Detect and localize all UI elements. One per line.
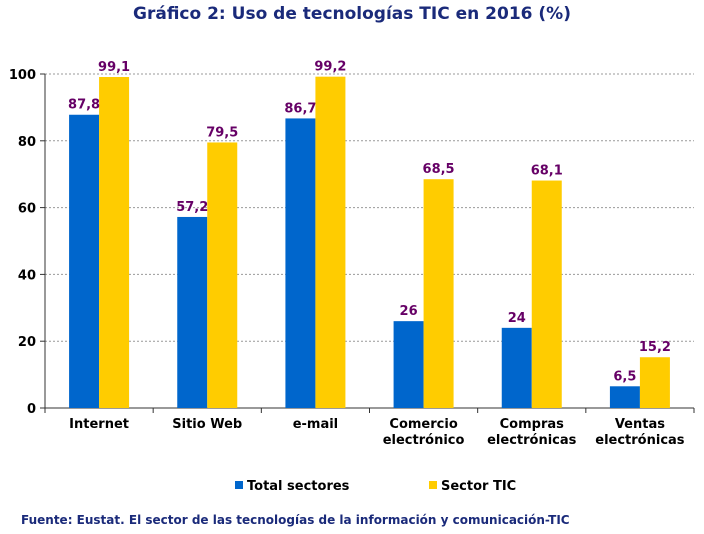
bar: [69, 114, 100, 409]
bar: [501, 327, 532, 408]
bar: [393, 321, 424, 408]
bar: [315, 76, 346, 408]
data-label: 99,2: [314, 60, 346, 75]
gridlines: [45, 73, 694, 342]
bars: [69, 76, 670, 409]
data-label: 26: [400, 304, 418, 319]
chart-title: Gráfico 2: Uso de tecnologías TIC en 201…: [133, 4, 571, 24]
legend: Total sectores Sector TIC: [235, 479, 516, 494]
x-tick-label: electrónicas: [595, 433, 685, 448]
bar: [207, 142, 238, 408]
x-tick-label: Comercio: [389, 417, 457, 432]
data-label: 15,2: [639, 340, 671, 355]
bar: [177, 216, 208, 408]
bar: [99, 77, 130, 409]
y-tick-label: 0: [27, 402, 36, 417]
x-tick-label: electrónico: [383, 433, 465, 448]
data-label: 6,5: [613, 369, 636, 384]
bar: [423, 179, 454, 408]
data-label: 57,2: [176, 200, 208, 215]
bar: [285, 118, 316, 408]
x-tick-label: e-mail: [293, 417, 338, 432]
y-tick-label: 20: [18, 335, 36, 350]
data-label: 87,8: [68, 98, 100, 113]
bar: [531, 180, 562, 408]
x-tick-label: Ventas: [615, 417, 665, 432]
data-label: 68,1: [531, 164, 563, 179]
x-tick-label: electrónicas: [487, 433, 577, 448]
legend-label: Total sectores: [247, 479, 350, 494]
axes: 0 20 40 60 80 100 Internet Sitio Web e-mail Comer…: [9, 68, 695, 448]
x-tick-label: Sitio Web: [172, 417, 242, 432]
data-label: 79,5: [206, 125, 238, 140]
data-labels: 87,8 99,1 57,2 79,5 86,7 99,2 26 68,5 24 68,1 6,51…: [68, 60, 671, 385]
legend-swatch: [235, 481, 243, 489]
y-tick-label: 60: [18, 202, 36, 217]
x-tick-label: Compras: [500, 417, 565, 432]
y-tick-label: 100: [9, 68, 36, 83]
bar: [609, 386, 640, 408]
data-label: 24: [508, 311, 526, 326]
data-label: 86,7: [284, 101, 316, 116]
source-note: Fuente: Eustat. El sector de las tecnolo…: [21, 513, 570, 527]
x-tick-label: Internet: [69, 417, 129, 432]
legend-label: Sector TIC: [441, 479, 516, 494]
bar: [639, 357, 670, 408]
data-label: 68,5: [423, 162, 455, 177]
legend-swatch: [429, 481, 437, 489]
y-tick-label: 80: [18, 135, 36, 150]
data-label: 99,1: [98, 60, 130, 75]
y-tick-label: 40: [18, 268, 36, 283]
